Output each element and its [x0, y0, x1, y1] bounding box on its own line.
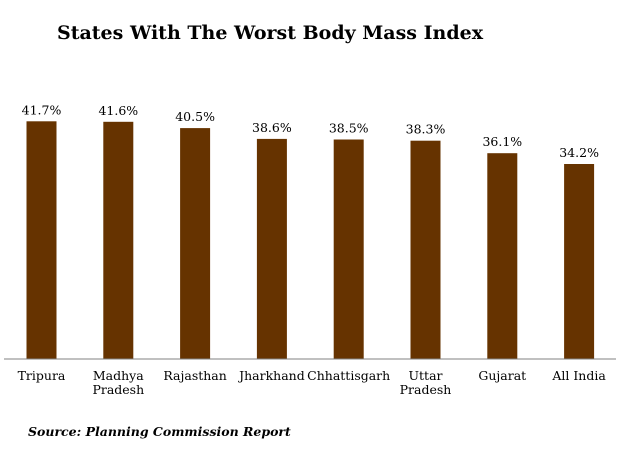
value-label: 38.3% — [406, 122, 446, 137]
category-label: Chhattisgarh — [307, 368, 390, 383]
value-label: 40.5% — [175, 109, 215, 124]
bar — [103, 121, 134, 359]
category-label: Tripura — [18, 368, 66, 383]
chart-title: States With The Worst Body Mass Index — [57, 22, 484, 44]
value-label: 41.7% — [22, 102, 62, 117]
bar — [564, 164, 595, 359]
bar — [26, 121, 57, 359]
category-label: Madhya Pradesh — [92, 368, 144, 397]
source-note: Source: Planning Commission Report — [28, 424, 291, 439]
category-label: Rajasthan — [163, 368, 226, 383]
category-label: Jharkhand — [237, 368, 305, 383]
bar — [487, 153, 518, 359]
bars-group — [26, 121, 595, 359]
bar — [256, 138, 287, 359]
value-label: 36.1% — [482, 134, 522, 149]
value-labels-group: 41.7% 41.6% 40.5% 38.6% 38.5% 38.3% 36.1% 34.2% — [22, 102, 599, 160]
bar — [410, 140, 441, 359]
value-label: 34.2% — [559, 145, 599, 160]
category-labels-group: Tripura Madhya Pradesh Rajasthan Jharkhand Ch… — [18, 368, 607, 397]
bar — [333, 139, 364, 359]
category-label: Uttar Pradesh — [400, 368, 452, 397]
value-label: 38.5% — [329, 121, 369, 136]
bar — [180, 128, 211, 359]
value-label: 41.6% — [98, 103, 138, 118]
category-label: All India — [551, 368, 606, 383]
category-label: Gujarat — [478, 368, 526, 383]
value-label: 38.6% — [252, 120, 292, 135]
